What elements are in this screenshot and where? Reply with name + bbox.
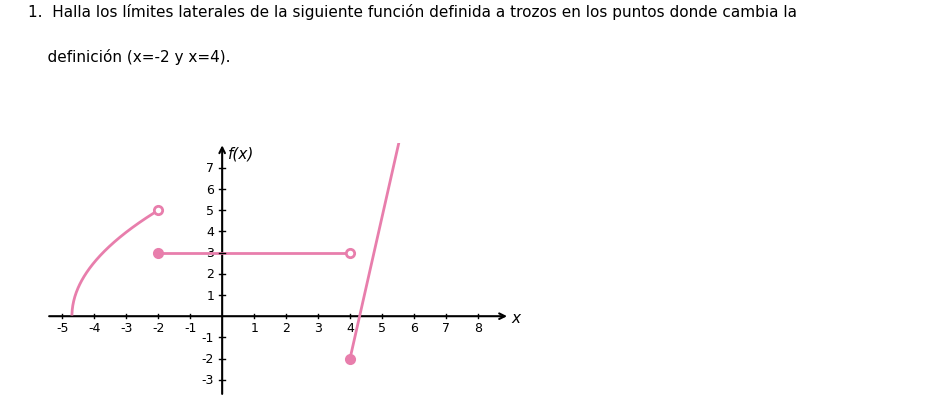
Text: -2: -2 (202, 352, 214, 365)
Text: 8: 8 (474, 321, 482, 334)
Text: 7: 7 (442, 321, 450, 334)
Text: 1: 1 (207, 289, 214, 302)
Text: -3: -3 (121, 321, 133, 334)
Text: 1: 1 (250, 321, 258, 334)
Text: 6: 6 (207, 183, 214, 196)
Text: 3: 3 (207, 247, 214, 260)
Text: 4: 4 (346, 321, 354, 334)
Text: -4: -4 (88, 321, 100, 334)
Text: 3: 3 (314, 321, 322, 334)
Text: -1: -1 (202, 331, 214, 344)
Text: 4: 4 (207, 225, 214, 238)
Text: -5: -5 (56, 321, 69, 334)
Text: x: x (512, 310, 520, 325)
Text: -1: -1 (184, 321, 197, 334)
Text: 2: 2 (207, 267, 214, 281)
Text: -2: -2 (152, 321, 164, 334)
Text: 5: 5 (378, 321, 386, 334)
Text: 1.  Halla los límites laterales de la siguiente función definida a trozos en los: 1. Halla los límites laterales de la sig… (28, 4, 797, 20)
Text: -3: -3 (202, 373, 214, 387)
Text: definición (x=-2 y x=4).: definición (x=-2 y x=4). (28, 49, 230, 65)
Text: 6: 6 (410, 321, 418, 334)
Text: 2: 2 (282, 321, 290, 334)
Text: f(x): f(x) (228, 146, 254, 161)
Text: 7: 7 (206, 162, 214, 175)
Text: 5: 5 (206, 204, 214, 217)
